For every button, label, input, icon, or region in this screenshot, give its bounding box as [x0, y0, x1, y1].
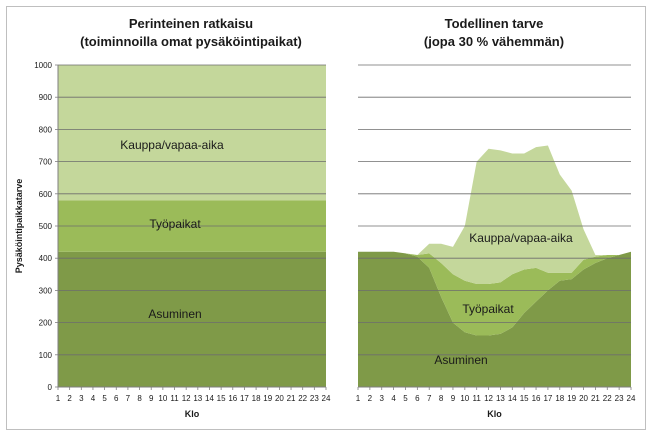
- x-tick-label: 17: [543, 394, 552, 403]
- x-tick-label: 14: [508, 394, 517, 403]
- x-tick-label: 8: [137, 394, 142, 403]
- x-tick-label: 18: [555, 394, 564, 403]
- y-tick-label: 300: [39, 286, 53, 295]
- x-tick-label: 10: [460, 394, 469, 403]
- x-tick-label: 19: [263, 394, 272, 403]
- area-asuminen: [358, 251, 631, 387]
- chart-title: Todellinen tarve: [445, 16, 544, 31]
- x-tick-label: 17: [240, 394, 249, 403]
- x-axis-label: Klo: [185, 409, 200, 419]
- x-tick-label: 23: [615, 394, 624, 403]
- x-tick-label: 10: [158, 394, 167, 403]
- x-tick-label: 6: [114, 394, 119, 403]
- series-label-ty-paikat: Työpaikat: [149, 217, 201, 231]
- x-tick-label: 18: [252, 394, 261, 403]
- x-tick-label: 22: [298, 394, 307, 403]
- x-tick-label: 8: [439, 394, 444, 403]
- x-tick-label: 12: [484, 394, 493, 403]
- x-tick-label: 16: [532, 394, 541, 403]
- x-tick-label: 14: [205, 394, 214, 403]
- y-tick-label: 900: [39, 93, 53, 102]
- y-axis-label: Pysäköintipaikkatarve: [14, 179, 24, 274]
- x-tick-label: 2: [67, 394, 72, 403]
- x-tick-label: 22: [603, 394, 612, 403]
- panel-perinteinen: Perinteinen ratkaisu (toiminnoilla omat p…: [14, 16, 331, 419]
- y-tick-label: 800: [39, 125, 53, 134]
- x-tick-label: 9: [149, 394, 154, 403]
- x-tick-label: 6: [415, 394, 420, 403]
- x-tick-label: 2: [368, 394, 373, 403]
- series-label-kauppa-vapaa-aika: Kauppa/vapaa-aika: [469, 231, 573, 245]
- x-tick-label: 9: [451, 394, 456, 403]
- x-tick-label: 19: [567, 394, 576, 403]
- x-tick-label: 3: [380, 394, 385, 403]
- area-kauppa-vapaa-aika: [358, 145, 631, 284]
- x-tick-label: 20: [579, 394, 588, 403]
- chart-subtitle: (jopa 30 % vähemmän): [424, 34, 564, 49]
- x-tick-label: 5: [403, 394, 408, 403]
- x-tick-label: 11: [170, 394, 179, 403]
- y-tick-label: 400: [39, 254, 53, 263]
- area-asuminen: [58, 251, 326, 387]
- panel-todellinen: Todellinen tarve(jopa 30 % vähemmän)1 2 3 4…: [356, 16, 636, 419]
- x-tick-label: 4: [91, 394, 96, 403]
- x-tick-label: 16: [228, 394, 237, 403]
- x-tick-label: 15: [520, 394, 529, 403]
- series-label-asuminen: Asuminen: [434, 353, 487, 367]
- x-tick-label: 13: [496, 394, 505, 403]
- x-tick-label: 12: [182, 394, 191, 403]
- chart-frame: [6, 6, 646, 430]
- area-kauppa-vapaa-aika: [58, 65, 326, 201]
- y-tick-label: 100: [39, 351, 53, 360]
- chart-subtitle: (toiminnoilla omat pysäköintipaikat): [80, 34, 302, 49]
- x-tick-label: 11: [473, 394, 482, 403]
- x-tick-label: 1: [356, 394, 361, 403]
- x-tick-label: 20: [275, 394, 284, 403]
- y-tick-label: 200: [39, 319, 53, 328]
- x-tick-label: 4: [391, 394, 396, 403]
- x-tick-label: 5: [102, 394, 107, 403]
- x-axis-label: Klo: [487, 409, 502, 419]
- y-tick-label: 600: [39, 190, 53, 199]
- y-tick-label: 700: [39, 158, 53, 167]
- series-label-kauppa-vapaa-aika: Kauppa/vapaa-aika: [120, 138, 224, 152]
- x-tick-label: 21: [591, 394, 600, 403]
- x-tick-label: 1: [56, 394, 61, 403]
- x-tick-label: 7: [427, 394, 432, 403]
- chart-title: Perinteinen ratkaisu: [129, 16, 253, 31]
- series-label-ty-paikat: Työpaikat: [462, 302, 514, 316]
- y-tick-label: 0: [48, 383, 53, 392]
- y-tick-label: 1000: [34, 61, 52, 70]
- x-tick-label: 24: [627, 394, 636, 403]
- x-tick-label: 13: [193, 394, 202, 403]
- x-tick-label: 21: [287, 394, 296, 403]
- x-tick-label: 23: [310, 394, 319, 403]
- x-tick-label: 3: [79, 394, 84, 403]
- x-tick-label: 24: [322, 394, 331, 403]
- y-tick-label: 500: [39, 222, 53, 231]
- x-tick-label: 7: [126, 394, 131, 403]
- x-tick-label: 15: [217, 394, 226, 403]
- series-label-asuminen: Asuminen: [148, 307, 201, 321]
